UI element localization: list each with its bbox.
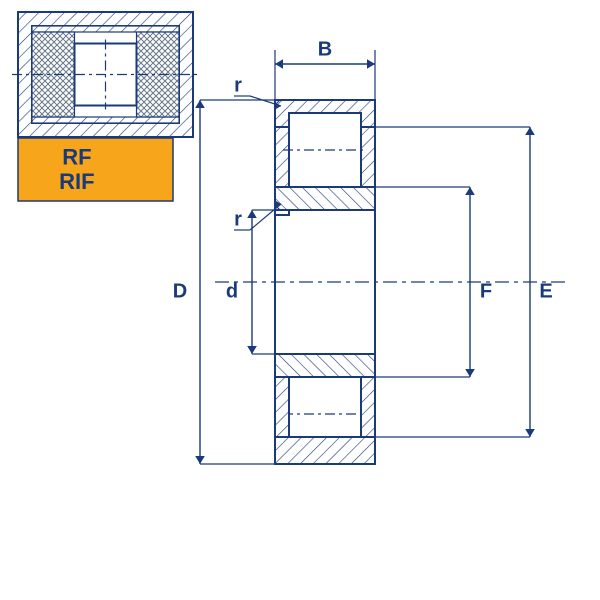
dim-r-label: r: [234, 208, 242, 230]
dim-r-label: r: [234, 74, 242, 96]
cross-section: [215, 100, 565, 464]
dim-F-label: F: [480, 280, 492, 302]
dim-E-label: E: [539, 280, 552, 302]
bearing-diagram: RFRIF Br r Dd F E: [0, 0, 600, 600]
dim-d-label: d: [226, 280, 238, 302]
dim-D-label: D: [173, 280, 187, 302]
badge-line-2: RIF: [59, 169, 94, 194]
section-icon: [12, 12, 199, 137]
badge-line-1: RF: [62, 145, 91, 170]
dim-B-label: B: [318, 38, 332, 60]
type-badge: [18, 138, 173, 201]
